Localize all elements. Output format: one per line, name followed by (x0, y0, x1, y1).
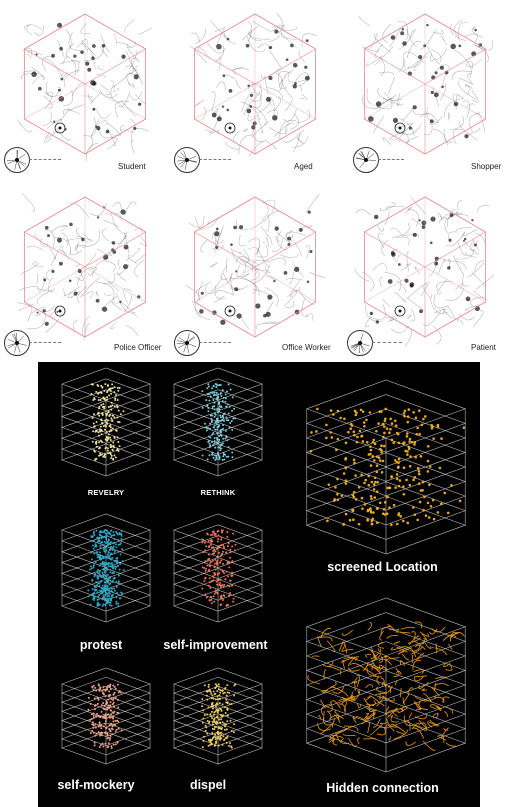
magnifier-lens-icon (4, 330, 30, 356)
leader-line (378, 159, 404, 160)
network-cube-graphic (17, 192, 148, 341)
layer-stack-protest (61, 513, 151, 623)
network-cube-graphic (354, 196, 494, 347)
cube-office-worker: Office Worker (170, 187, 340, 362)
layer-stack-self-improvement (173, 513, 263, 623)
magnifier-lens-icon (174, 147, 200, 173)
leader-line (199, 159, 231, 160)
leader-line (372, 342, 402, 343)
stack-label: Hidden connection (326, 781, 439, 795)
stack-label: self-mockery (57, 778, 135, 792)
cube-label: Shopper (471, 162, 502, 171)
user-type-network-panel: Student Aged Shopper Police Officer Offi… (0, 0, 511, 362)
network-cube-graphic (190, 12, 317, 157)
stack-label: REVELRY (87, 488, 125, 497)
layer-stack-revelry (61, 367, 151, 477)
network-cube-graphic (17, 13, 152, 162)
emotion-stack-panel: REVELRY RETHINK protest self-improvement… (38, 362, 480, 807)
cube-police-officer: Police Officer (0, 187, 170, 362)
cube-label: Student (118, 162, 146, 171)
network-cube-graphic (185, 194, 326, 338)
stack-label: self-improvement (163, 638, 268, 652)
cube-label: Office Worker (282, 343, 331, 352)
magnifier-lens-icon (174, 330, 200, 356)
cube-aged: Aged (170, 4, 340, 179)
cube-label: Police Officer (114, 343, 162, 352)
cube-patient: Patient (340, 187, 510, 362)
stack-label: dispel (189, 778, 227, 792)
layer-stack-self-mockery (61, 667, 151, 765)
magnifier-lens-icon (347, 330, 373, 356)
leader-line (29, 342, 61, 343)
cube-label: Patient (471, 343, 496, 352)
network-cube-graphic (358, 13, 493, 155)
layer-stack-dispel (173, 667, 263, 765)
magnifier-lens-icon (4, 147, 30, 173)
cube-student: Student (0, 4, 170, 179)
layer-stack-screened-location (305, 379, 467, 555)
stack-label: screened Location (327, 560, 438, 574)
cube-label: Aged (294, 162, 313, 171)
layer-stack-rethink (173, 367, 263, 477)
stack-label: RETHINK (200, 488, 236, 497)
leader-line (199, 342, 231, 343)
leader-line (29, 159, 61, 160)
cube-shopper: Shopper (340, 4, 510, 179)
layer-stack-hidden-connection (305, 597, 467, 773)
stack-label: protest (79, 638, 123, 652)
magnifier-lens-icon (353, 147, 379, 173)
